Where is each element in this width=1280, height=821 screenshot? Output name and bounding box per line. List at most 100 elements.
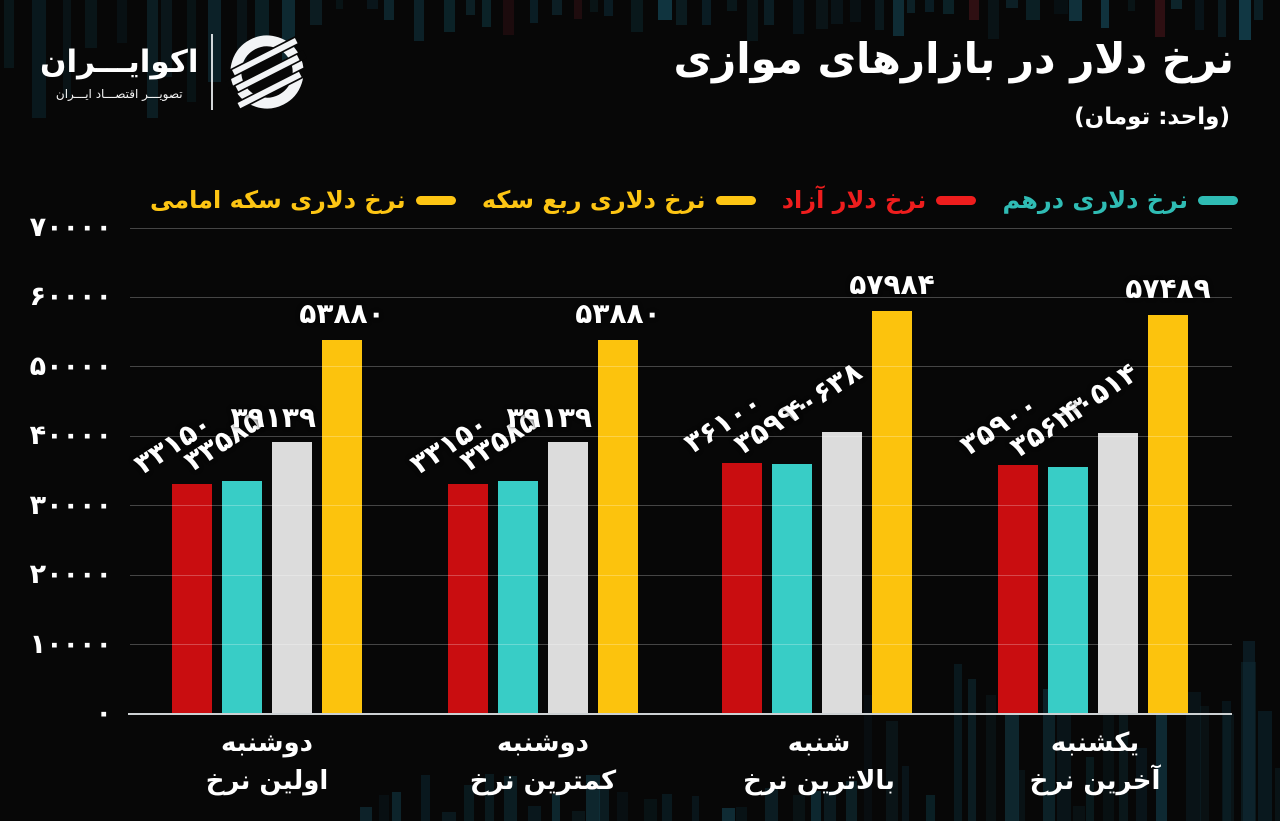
category-label: دوشنبه کمترین نرخ	[403, 724, 683, 800]
bar-value-label: ۵۷۹۸۴	[849, 268, 935, 301]
bg-watermark-bar	[969, 0, 979, 20]
bg-watermark-bar	[1136, 748, 1147, 821]
bar: ۵۷۹۸۴	[849, 268, 935, 714]
bar-group: ۳۵۹۰۰ ۳۵۶۲۳ ۴۰۵۱۴ ۵۷۴۸۹	[954, 228, 1211, 714]
bg-watermark-bar	[1026, 0, 1040, 20]
bg-watermark-bar	[722, 808, 735, 821]
bg-watermark-bar	[574, 0, 582, 19]
bg-watermark-bar	[367, 0, 378, 9]
bg-watermark-bar	[590, 0, 598, 12]
bg-watermark-bar	[846, 781, 857, 821]
bg-watermark-bar	[1043, 689, 1055, 821]
category-rate-type: اولین نرخ	[205, 766, 329, 796]
bg-watermark-bar	[1200, 706, 1209, 821]
category-rate-type: آخرین نرخ	[1029, 766, 1161, 796]
legend-label: نرخ دلار آزاد	[781, 186, 927, 214]
bg-watermark-bar	[237, 0, 247, 66]
brand-tagline: تصویـــر اقتصـــاد ایـــران	[55, 86, 183, 101]
bg-watermark-bar	[1195, 0, 1204, 30]
logo-divider	[210, 34, 213, 110]
bg-watermark-bar	[1018, 770, 1025, 821]
bg-watermark-bar	[392, 792, 401, 821]
category-day: شنبه	[787, 728, 851, 758]
bg-watermark-bar	[986, 695, 996, 821]
bg-watermark-bar	[1054, 0, 1068, 14]
y-axis-tick-label: ۱۰۰۰۰	[29, 628, 112, 660]
bg-watermark-bar	[702, 0, 711, 25]
bg-watermark-bar	[1243, 641, 1255, 821]
category-day: دوشنبه	[220, 728, 314, 758]
bg-watermark-bar	[1005, 687, 1019, 821]
bar-group: ۳۳۱۵۰ ۳۳۵۸۵ ۳۹۱۳۹ ۵۳۸۸۰	[128, 228, 385, 714]
bar: ۳۵۶۲۳	[1004, 390, 1094, 714]
bar-value-label: ۵۳۸۸۰	[575, 297, 661, 330]
y-grid-line	[130, 505, 1232, 507]
bg-watermark-bar	[864, 695, 872, 821]
bg-watermark-bar	[747, 0, 758, 41]
legend-item: نرخ دلاری ربع سکه	[482, 186, 756, 214]
category-day: یکشنبه	[1050, 728, 1140, 758]
bg-watermark-bar	[617, 792, 628, 821]
bar-group: ۳۶۱۰۰ ۳۵۹۹۰ ۴۰۶۳۸ ۵۷۹۸۴	[678, 228, 935, 714]
bg-watermark-bar	[604, 0, 613, 16]
bar: ۴۰۶۳۸	[778, 355, 868, 714]
bg-watermark-bar	[442, 812, 456, 821]
category-label: یکشنبه آخرین نرخ	[955, 724, 1235, 800]
ecoiran-globe-icon	[224, 35, 309, 111]
bg-watermark-bar	[161, 0, 172, 77]
bg-watermark-bar	[925, 0, 934, 12]
bg-watermark-bar	[736, 807, 747, 821]
bg-watermark-bar	[676, 0, 687, 25]
bar: ۳۳۱۵۰	[404, 407, 494, 714]
legend-dash-icon	[936, 195, 977, 205]
bg-watermark-bar	[85, 0, 97, 48]
y-grid-line	[130, 574, 1232, 576]
bar: ۳۳۵۸۵	[454, 404, 544, 714]
legend-item: نرخ دلاری درهم	[1002, 186, 1238, 214]
bg-watermark-bar	[765, 788, 778, 821]
bar: ۵۷۴۸۹	[1125, 272, 1211, 714]
bg-watermark-bar	[379, 795, 389, 821]
bg-watermark-bar	[811, 791, 821, 821]
bg-watermark-bar	[482, 0, 491, 27]
category-rate-type: کمترین نرخ	[469, 766, 617, 796]
bg-watermark-bar	[875, 0, 884, 30]
bg-watermark-bar	[1222, 701, 1231, 821]
bg-watermark-bar	[444, 0, 455, 32]
bg-watermark-bar	[572, 811, 585, 821]
bar: ۳۳۵۸۵	[178, 404, 268, 714]
bg-watermark-bar	[503, 0, 514, 35]
bg-watermark-bar	[764, 0, 774, 25]
bg-watermark-bar	[988, 0, 999, 39]
y-grid-line	[130, 435, 1232, 437]
legend-item: نرخ دلاری سکه امامی	[150, 186, 456, 214]
y-axis-tick-label: ۲۰۰۰۰	[29, 559, 112, 591]
bg-watermark-bar	[793, 795, 805, 821]
bg-watermark-bar	[793, 0, 804, 34]
bar-value-label: ۵۳۸۸۰	[299, 297, 385, 330]
bg-watermark-bar	[1006, 0, 1018, 8]
bar: ۵۳۸۸۰	[299, 297, 385, 714]
brand-logo: اکوایـــران تصویـــر اقتصـــاد ایـــران	[40, 30, 309, 114]
bg-watermark-bar	[1086, 757, 1094, 821]
bg-watermark-bar	[528, 806, 541, 821]
bg-watermark-bar	[907, 0, 915, 13]
bar-group: ۳۳۱۵۰ ۳۳۵۸۵ ۳۹۱۳۹ ۵۳۸۸۰	[404, 228, 661, 714]
bg-watermark-bar	[926, 795, 935, 821]
bg-watermark-bar	[1218, 0, 1226, 37]
bar: ۳۳۱۵۰	[128, 407, 218, 714]
bg-watermark-bar	[1057, 686, 1071, 821]
bg-watermark-bar	[530, 0, 538, 23]
bg-watermark-bar	[1239, 0, 1251, 40]
bg-watermark-bar	[943, 0, 954, 14]
brand-text: اکوایـــران تصویـــر اقتصـــاد ایـــران	[40, 44, 199, 101]
bar: ۳۵۹۰۰	[954, 388, 1044, 714]
legend-item: نرخ دلار آزاد	[782, 186, 977, 214]
y-axis-tick-label: ۴۰۰۰۰	[29, 420, 112, 452]
y-grid-line	[130, 366, 1232, 368]
bg-watermark-bar	[147, 0, 158, 118]
bg-watermark-bar	[1171, 0, 1182, 9]
bg-watermark-bar	[255, 0, 269, 44]
